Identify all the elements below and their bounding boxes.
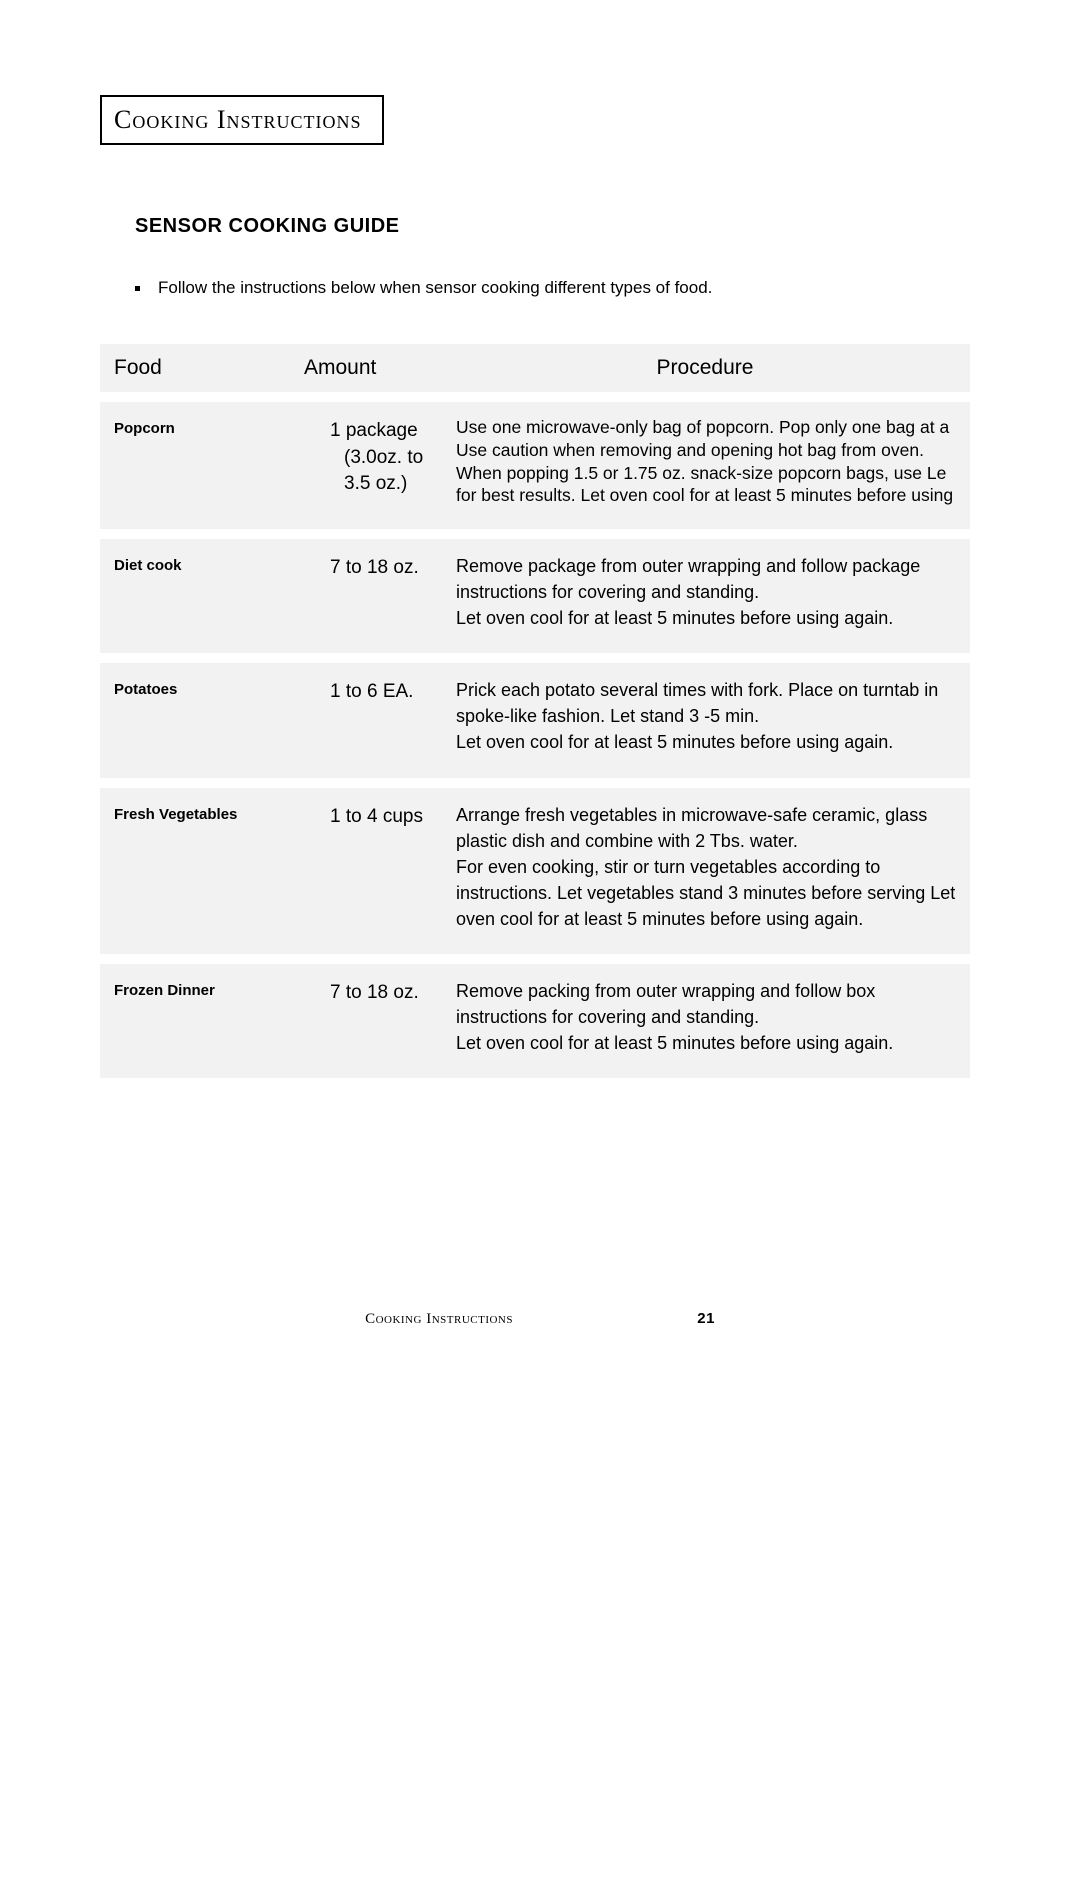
amount-cell: 7 to 18 oz. [290,539,440,653]
procedure-cell: Remove package from outer wrapping and f… [440,539,970,653]
amount-line: 1 package [330,420,418,441]
amount-cell: 1 package (3.0oz. to 3.5 oz.) [290,402,440,529]
bullet-icon [135,286,140,291]
page-footer: Cooking Instructions 21 [0,1310,1080,1328]
food-cell: Popcorn [100,402,290,529]
header-procedure: Procedure [440,344,970,392]
cooking-guide-table: Food Amount Procedure Popcorn 1 package … [100,334,970,1088]
amount-cell: 1 to 4 cups [290,788,440,954]
footer-label: Cooking Instructions [365,1311,513,1327]
food-cell: Frozen Dinner [100,964,290,1078]
procedure-cell: Use one microwave-only bag of popcorn. P… [440,402,970,529]
food-cell: Diet cook [100,539,290,653]
table-row: Fresh Vegetables 1 to 4 cups Arrange fre… [100,788,970,954]
amount-line: 3.5 oz.) [330,471,430,498]
amount-cell: 1 to 6 EA. [290,663,440,777]
table-row: Diet cook 7 to 18 oz. Remove package fro… [100,539,970,653]
food-cell: Fresh Vegetables [100,788,290,954]
procedure-cell: Arrange fresh vegetables in microwave-sa… [440,788,970,954]
food-cell: Potatoes [100,663,290,777]
page-number: 21 [697,1310,715,1327]
table-row: Popcorn 1 package (3.0oz. to 3.5 oz.) Us… [100,402,970,529]
table-row: Frozen Dinner 7 to 18 oz. Remove packing… [100,964,970,1078]
header-food: Food [100,344,290,392]
amount-cell: 7 to 18 oz. [290,964,440,1078]
header-amount: Amount [290,344,440,392]
document-page: Cooking Instructions SENSOR COOKING GUID… [0,0,1080,1888]
table-header-row: Food Amount Procedure [100,344,970,392]
note-text: Follow the instructions below when senso… [158,278,712,298]
page-title-box: Cooking Instructions [100,95,384,145]
table-row: Potatoes 1 to 6 EA. Prick each potato se… [100,663,970,777]
note-line: Follow the instructions below when senso… [135,278,990,298]
amount-line: (3.0oz. to [330,445,430,472]
procedure-cell: Remove packing from outer wrapping and f… [440,964,970,1078]
page-title: Cooking Instructions [114,105,362,134]
procedure-cell: Prick each potato several times with for… [440,663,970,777]
section-subheading: SENSOR COOKING GUIDE [135,215,990,238]
